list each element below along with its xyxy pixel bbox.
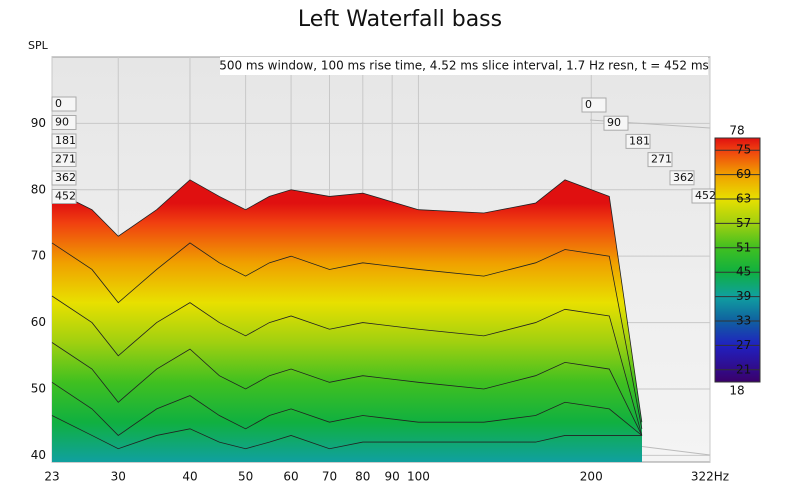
x-tick-label: 40	[182, 470, 197, 484]
y-tick-label: 80	[31, 182, 46, 196]
colorbar-tick-label: 21	[736, 362, 751, 376]
x-tick-label: 70	[322, 470, 337, 484]
slice-label-box	[51, 152, 77, 167]
slice-label-box	[625, 133, 651, 149]
colorbar-tick-label: 51	[736, 240, 751, 254]
slice-label: 0	[585, 98, 592, 111]
colorbar-tick-label: 45	[736, 265, 751, 279]
slice-label-box	[51, 96, 77, 112]
colorbar-tick-label: 57	[736, 216, 751, 230]
slice-label: 181	[629, 134, 650, 147]
slice-line	[51, 179, 643, 423]
colorbar-tick-label: 75	[736, 143, 751, 157]
x-tick-label: 90	[385, 470, 400, 484]
x-tick-label: 23	[44, 470, 59, 484]
slice-label: 452	[55, 190, 76, 203]
slice-line	[51, 381, 643, 436]
slice-label-box	[581, 97, 607, 113]
slice-label-box	[51, 115, 77, 130]
x-tick-label: 60	[283, 470, 298, 484]
y-tick-label: 90	[31, 116, 46, 130]
slice-label-box	[51, 189, 77, 204]
slice-label: 181	[55, 134, 76, 147]
slice-label: 362	[55, 171, 76, 184]
slice-label: 0	[55, 97, 62, 110]
annotation-box	[220, 57, 708, 75]
colorbar-tick-label: 63	[736, 192, 751, 206]
slice-label-box	[669, 170, 695, 186]
colorbar-tick-label: 27	[736, 338, 751, 352]
x-tick-label: 322Hz	[691, 470, 729, 484]
surface	[51, 179, 643, 462]
slice-label: 271	[651, 153, 672, 166]
slice-label: 90	[55, 116, 69, 129]
x-tick-label: 50	[238, 470, 253, 484]
x-tick-label: 200	[580, 470, 603, 484]
annotation: 500 ms window, 100 ms rise time, 4.52 ms…	[219, 59, 709, 73]
slice-line	[51, 295, 643, 436]
slice-line	[51, 415, 642, 450]
colorbar	[714, 137, 761, 383]
x-tick-label: 30	[111, 470, 126, 484]
x-tick-label: 100	[407, 470, 430, 484]
slice-label-box	[51, 133, 77, 149]
slice-label: 271	[55, 153, 76, 166]
y-tick-label: 60	[31, 315, 46, 329]
slice-label: 90	[607, 116, 621, 129]
slice-line	[51, 342, 643, 436]
y-axis-label: SPL	[28, 39, 49, 52]
slice-label-box	[603, 115, 629, 131]
colorbar-tick-label: 69	[736, 167, 751, 181]
slice-label: 452	[695, 189, 716, 202]
slice-line	[51, 242, 643, 429]
labels: 23 30 40 50 60 70 80 90 100 200 322Hz 40 50 60 70 80 90 0…	[31, 96, 761, 484]
slice-fill	[52, 415, 642, 462]
y-tick-label: 70	[31, 249, 46, 263]
y-tick-label: 50	[31, 381, 46, 395]
slice-label-box	[51, 170, 77, 186]
slice-label-box	[647, 152, 673, 168]
y-tick-label: 40	[31, 448, 46, 462]
colorbar-tick-label: 33	[736, 314, 751, 328]
chart-title: Left Waterfall bass	[298, 7, 502, 32]
x-tick-label: 80	[355, 470, 370, 484]
colorbar-min: 18	[729, 384, 744, 398]
slice-label: 362	[673, 171, 694, 184]
colorbar-max: 78	[729, 124, 744, 138]
colorbar-tick-label: 39	[736, 289, 751, 303]
